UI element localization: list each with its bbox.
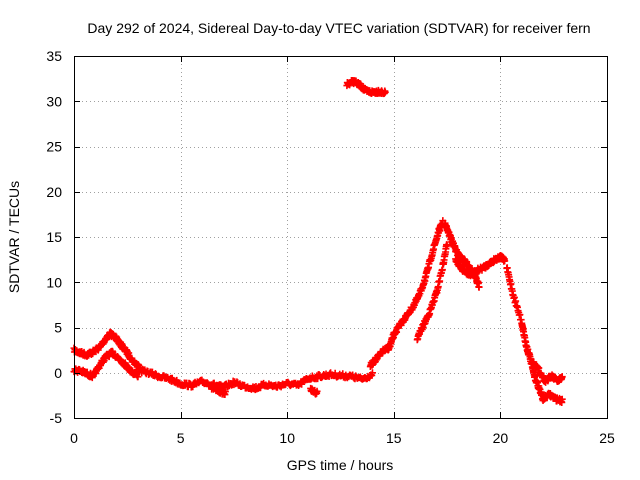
- data-point: [558, 373, 566, 381]
- y-tick-label: 25: [46, 139, 62, 155]
- data-point: [313, 387, 321, 395]
- y-tick-label: 15: [46, 229, 62, 245]
- chart-title: Day 292 of 2024, Sidereal Day-to-day VTE…: [87, 20, 590, 36]
- x-tick-label: 15: [386, 430, 402, 446]
- series-inner-rise-16-17h: [413, 241, 451, 344]
- y-axis-label: SDTVAR / TECUs: [6, 181, 22, 293]
- axis-ticks: 0 5 10 15 20 25 -5 0 5 10 15 20 25 30 35: [46, 48, 615, 446]
- series-dip-11-12h: [307, 384, 321, 398]
- y-tick-label: 35: [46, 48, 62, 64]
- data-point: [368, 369, 376, 377]
- x-tick-label: 10: [279, 430, 295, 446]
- data-point: [221, 388, 229, 396]
- series-fall-20-23h: [503, 264, 566, 406]
- x-tick-label: 5: [177, 430, 185, 446]
- grid-lines: [74, 56, 607, 418]
- series-tail-21-23h: [528, 358, 566, 386]
- data-point: [381, 88, 389, 96]
- y-tick-label: 10: [46, 274, 62, 290]
- series-rise-14-17h: [366, 217, 447, 371]
- series-mid-19-20h: [452, 251, 509, 280]
- x-tick-label: 25: [599, 430, 615, 446]
- data-point: [443, 241, 451, 249]
- y-tick-label: -5: [50, 410, 63, 426]
- y-tick-label: 5: [54, 320, 62, 336]
- data-points: [70, 76, 566, 406]
- y-tick-label: 20: [46, 184, 62, 200]
- series-dip-6-7h: [206, 382, 229, 399]
- data-point: [475, 283, 483, 291]
- y-tick-label: 30: [46, 93, 62, 109]
- series-track-3-14h: [134, 365, 376, 394]
- x-axis-label: GPS time / hours: [287, 457, 394, 473]
- data-point: [501, 257, 509, 265]
- data-point: [558, 395, 566, 403]
- series-peak-decline-17-19h: [441, 219, 483, 291]
- x-tick-label: 20: [493, 430, 509, 446]
- x-tick-label: 0: [70, 430, 78, 446]
- series-upper-isolated-arc: [343, 76, 389, 98]
- series-upper-track-0-3h: [70, 328, 144, 373]
- y-tick-label: 0: [54, 365, 62, 381]
